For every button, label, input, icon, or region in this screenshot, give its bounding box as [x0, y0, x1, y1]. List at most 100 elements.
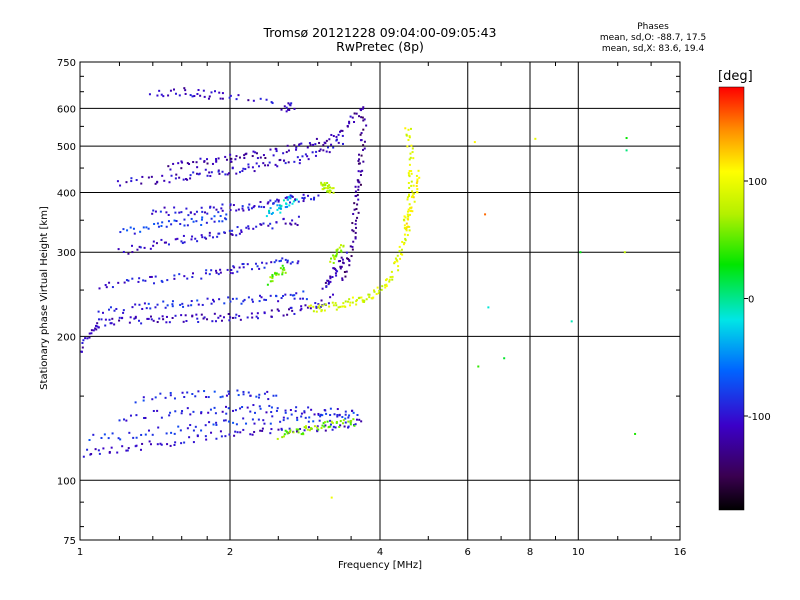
data-point [213, 220, 216, 223]
data-point [413, 200, 416, 203]
data-point [247, 227, 250, 230]
data-point [139, 230, 142, 233]
data-point [251, 300, 254, 303]
data-point [144, 279, 147, 282]
data-point [363, 300, 366, 303]
data-point [150, 275, 153, 278]
data-point [236, 389, 239, 392]
data-point [190, 217, 193, 220]
data-point [356, 194, 359, 197]
data-point [344, 275, 347, 278]
chart-title-line2: RwPretec (8p) [336, 39, 424, 54]
data-point [385, 285, 388, 288]
data-point [276, 437, 279, 440]
data-point [291, 219, 294, 222]
data-point [293, 312, 296, 315]
data-point [340, 249, 343, 252]
data-point [186, 224, 189, 227]
data-point [315, 310, 318, 313]
data-point [357, 188, 360, 191]
data-point [258, 405, 261, 408]
data-point [360, 132, 363, 135]
data-point [173, 444, 176, 447]
data-point [270, 428, 273, 431]
data-point [296, 262, 299, 265]
data-point [152, 209, 155, 212]
data-point [336, 415, 339, 418]
data-point [398, 250, 401, 253]
data-point [195, 220, 198, 223]
data-point [347, 420, 350, 423]
data-point [281, 436, 284, 439]
data-point [262, 154, 265, 157]
data-point [215, 160, 218, 163]
data-point [407, 225, 410, 228]
data-point [196, 240, 199, 243]
data-point [355, 300, 358, 303]
data-point [284, 162, 287, 165]
data-point [271, 273, 274, 276]
data-point [174, 441, 177, 444]
data-point [203, 95, 206, 98]
data-point [118, 316, 121, 319]
data-point [355, 195, 358, 198]
data-point [297, 215, 300, 218]
data-point [104, 284, 107, 287]
data-point [232, 409, 235, 412]
data-point [235, 423, 238, 426]
data-point [92, 433, 95, 436]
data-point [341, 142, 344, 145]
data-point [276, 208, 279, 211]
data-point [247, 391, 250, 394]
data-point [231, 297, 234, 300]
data-point [173, 206, 176, 209]
data-point [229, 153, 232, 156]
data-point [375, 292, 378, 295]
data-point [317, 412, 320, 415]
data-point [410, 170, 413, 173]
data-point [204, 424, 207, 427]
data-point [334, 272, 337, 275]
data-point [185, 319, 188, 322]
data-point [200, 411, 203, 414]
data-point [363, 140, 366, 143]
data-point [255, 315, 258, 318]
data-point [338, 425, 341, 428]
data-point [86, 448, 89, 451]
data-point [271, 102, 274, 105]
data-point [354, 223, 357, 226]
data-point [298, 158, 301, 161]
data-point [277, 428, 280, 431]
data-point [308, 429, 311, 432]
data-point [268, 209, 271, 212]
data-point [285, 430, 288, 433]
data-point [407, 128, 410, 131]
data-point [128, 321, 131, 324]
data-point [286, 205, 289, 208]
data-point [235, 172, 238, 175]
data-point [407, 214, 410, 217]
data-point [276, 165, 279, 168]
data-point [261, 427, 264, 430]
data-point [267, 224, 270, 227]
colorbar-ticks: 100 0 -100 [744, 177, 771, 423]
data-point [295, 406, 298, 409]
data-point [229, 160, 232, 163]
data-point [88, 336, 91, 339]
data-point [180, 167, 183, 170]
data-point [154, 306, 157, 309]
data-point [335, 308, 338, 311]
data-point [110, 322, 113, 325]
data-point [335, 138, 338, 141]
data-point [404, 216, 407, 219]
data-point [353, 120, 356, 123]
data-point [409, 156, 412, 159]
data-point [277, 300, 280, 303]
data-point [285, 202, 288, 205]
data-point [177, 425, 180, 428]
data-point [634, 432, 637, 435]
data-point [92, 329, 95, 332]
data-point [141, 175, 144, 178]
data-point [289, 262, 292, 265]
data-point [353, 112, 356, 115]
